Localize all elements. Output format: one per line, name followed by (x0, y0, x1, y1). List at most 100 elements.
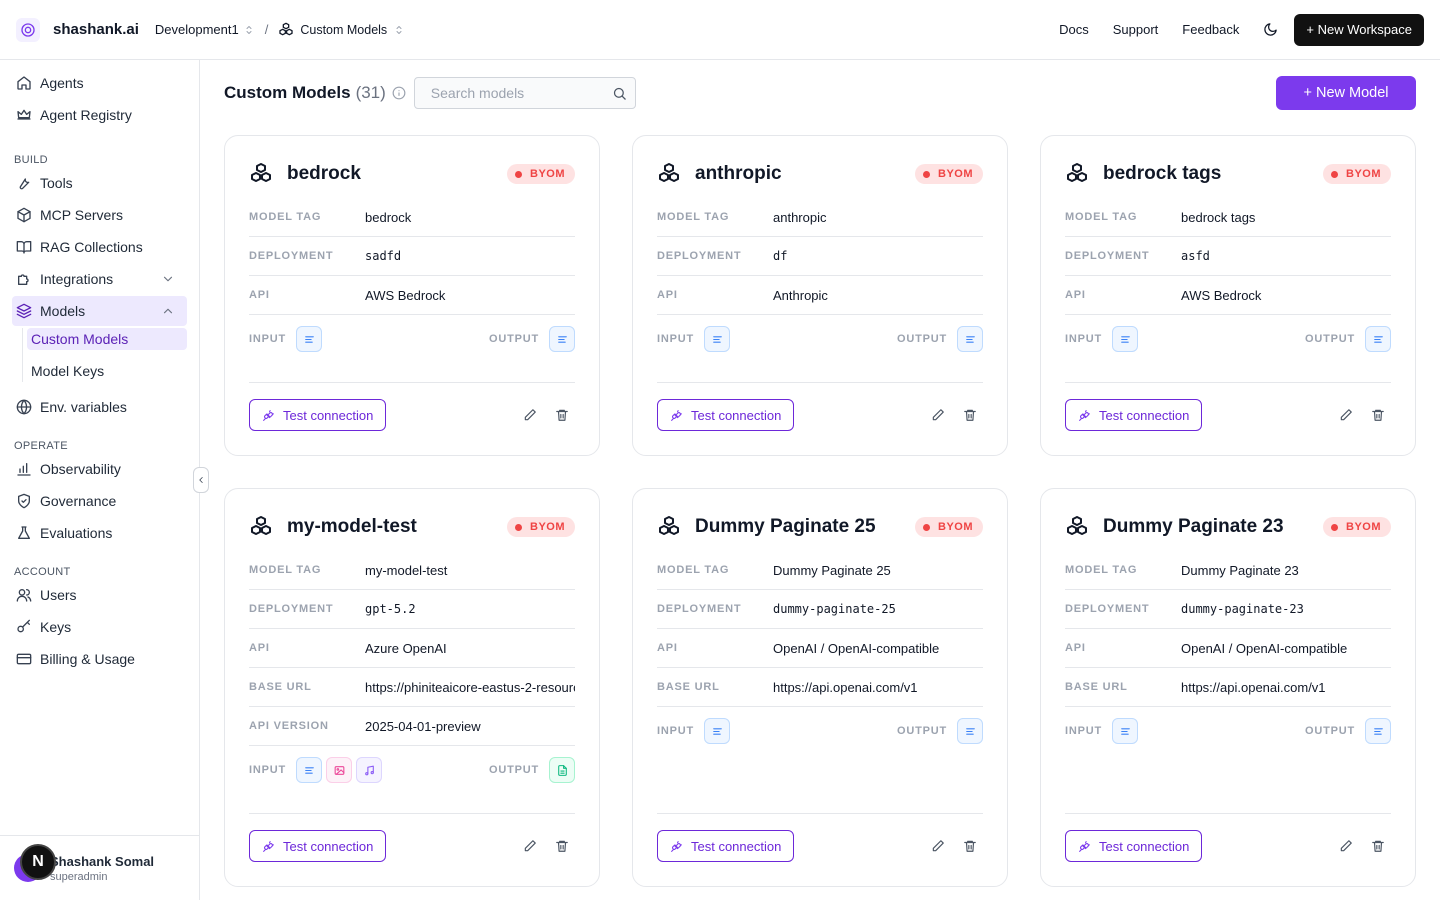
modality-icon (296, 757, 322, 783)
test-connection-button[interactable]: Test connection (657, 830, 795, 862)
delete-button[interactable] (963, 839, 977, 853)
detail-row: API VERSION 2025-04-01-preview (249, 707, 575, 746)
io-row: INPUT OUTPUT (1065, 707, 1391, 755)
modality-icon (957, 718, 983, 744)
test-connection-button[interactable]: Test connection (1065, 830, 1203, 862)
badge-dot (1331, 170, 1338, 178)
delete-button[interactable] (555, 839, 569, 853)
delete-button[interactable] (963, 408, 977, 422)
select-icon (246, 25, 252, 34)
byom-badge: BYOM (915, 517, 983, 537)
modality-icon (1365, 326, 1391, 352)
detail-label: MODEL TAG (249, 211, 322, 223)
detail-value: df (773, 249, 788, 263)
nav-link[interactable]: Support (1112, 22, 1159, 37)
gap (249, 794, 575, 813)
pencil-icon (1340, 840, 1352, 852)
test-connection-button[interactable]: Test connection (249, 830, 387, 862)
test-connection-button[interactable]: Test connection (1065, 399, 1203, 431)
nav-label: Agents (40, 75, 84, 91)
collapse-sidebar[interactable] (193, 467, 209, 493)
chevron (163, 308, 173, 314)
detail-value: bedrock tags (1181, 209, 1256, 225)
nav-label: Governance (40, 493, 117, 509)
test-label: Test connection (691, 838, 782, 854)
nav-item[interactable]: MCP Servers (12, 200, 187, 230)
edit-button[interactable] (1339, 408, 1353, 422)
workspace-select[interactable]: Development1 (155, 22, 255, 37)
detail-row: MODEL TAG Dummy Paginate 23 (1065, 551, 1391, 590)
nav-label: Agent Registry (40, 107, 132, 123)
nav-item[interactable]: Integrations (12, 264, 187, 294)
nav-item[interactable]: RAG Collections (12, 232, 187, 262)
detail-value: bedrock (365, 209, 412, 225)
dev-badge[interactable]: N (20, 844, 56, 880)
detail-label: API (1065, 642, 1086, 654)
detail-label: API (657, 289, 678, 301)
nav-label: Keys (40, 619, 72, 635)
theme-toggle[interactable] (1263, 22, 1278, 37)
nav-item[interactable]: Tools (12, 168, 187, 198)
badge-text: BYOM (938, 521, 973, 533)
nav-label: RAG Collections (40, 239, 143, 255)
detail-row: MODEL TAG my-model-test (249, 551, 575, 590)
model-count: (31) (355, 83, 386, 102)
plug-icon (671, 840, 682, 852)
nav-item[interactable]: Evaluations (12, 518, 187, 548)
nav-item[interactable]: Billing & Usage (12, 644, 187, 674)
search-box[interactable]: Search models (413, 77, 636, 109)
text-icon (965, 727, 975, 735)
test-label: Test connection (283, 838, 374, 854)
nav-item[interactable]: Agents (12, 68, 187, 98)
breadcrumb-separator: / (264, 22, 269, 37)
text-icon (965, 335, 975, 343)
detail-value: dummy-paginate-25 (773, 602, 896, 616)
edit-button[interactable] (523, 839, 537, 853)
detail-label: API (249, 642, 270, 654)
model-name: Dummy Paginate 23 (1103, 516, 1284, 537)
input-label: INPUT (657, 333, 694, 345)
nav-item[interactable]: Observability (12, 454, 187, 484)
nav-item[interactable]: Users (12, 580, 187, 610)
delete-button[interactable] (1371, 839, 1385, 853)
text-icon (712, 335, 722, 343)
workspace-name: Development1 (154, 22, 239, 37)
breadcrumb[interactable]: Custom Models (278, 22, 405, 38)
detail-label: BASE URL (249, 681, 312, 693)
test-connection-button[interactable]: Test connection (657, 399, 795, 431)
sub-item[interactable]: Model Keys (27, 360, 187, 382)
nav-item[interactable]: Keys (12, 612, 187, 642)
models-icon (279, 22, 294, 35)
nav-item[interactable]: Agent Registry (12, 100, 187, 130)
delete-button[interactable] (555, 408, 569, 422)
breadcrumb-label: Custom Models (300, 22, 388, 37)
model-card: bedrock BYOM MODEL TAG bedrock DEPLOYMENT sad… (224, 135, 600, 456)
nav-item[interactable]: Governance (12, 486, 187, 516)
model-icon (251, 516, 271, 535)
edit-button[interactable] (931, 839, 945, 853)
nav-link[interactable]: Feedback (1182, 22, 1240, 37)
byom-badge: BYOM (1323, 164, 1391, 184)
nav-item[interactable]: Models (12, 296, 187, 326)
detail-row: MODEL TAG anthropic (657, 198, 983, 237)
new-model-button[interactable]: + New Model (1276, 76, 1416, 110)
card-footer: Test connection (657, 382, 983, 431)
edit-button[interactable] (523, 408, 537, 422)
text-icon (1120, 727, 1130, 735)
edit-button[interactable] (1339, 839, 1353, 853)
user-text: Shashank Somal superadmin (50, 854, 154, 883)
nav-link[interactable]: Docs (1059, 22, 1089, 37)
edit-button[interactable] (931, 408, 945, 422)
delete-button[interactable] (1371, 408, 1385, 422)
test-connection-button[interactable]: Test connection (249, 399, 387, 431)
detail-row: DEPLOYMENT dummy-paginate-23 (1065, 590, 1391, 629)
nav-icon (18, 526, 30, 539)
detail-row: BASE URL https://phiniteaicore-eastus-2-r… (249, 668, 575, 707)
nav-item[interactable]: Env. variables (12, 392, 187, 422)
new-workspace-button[interactable]: + New Workspace (1294, 13, 1424, 46)
trash-icon (1372, 840, 1384, 852)
text-icon (304, 335, 314, 343)
badge-dot (515, 170, 522, 178)
sub-item[interactable]: Custom Models (27, 328, 187, 350)
detail-value: sadfd (365, 249, 402, 263)
